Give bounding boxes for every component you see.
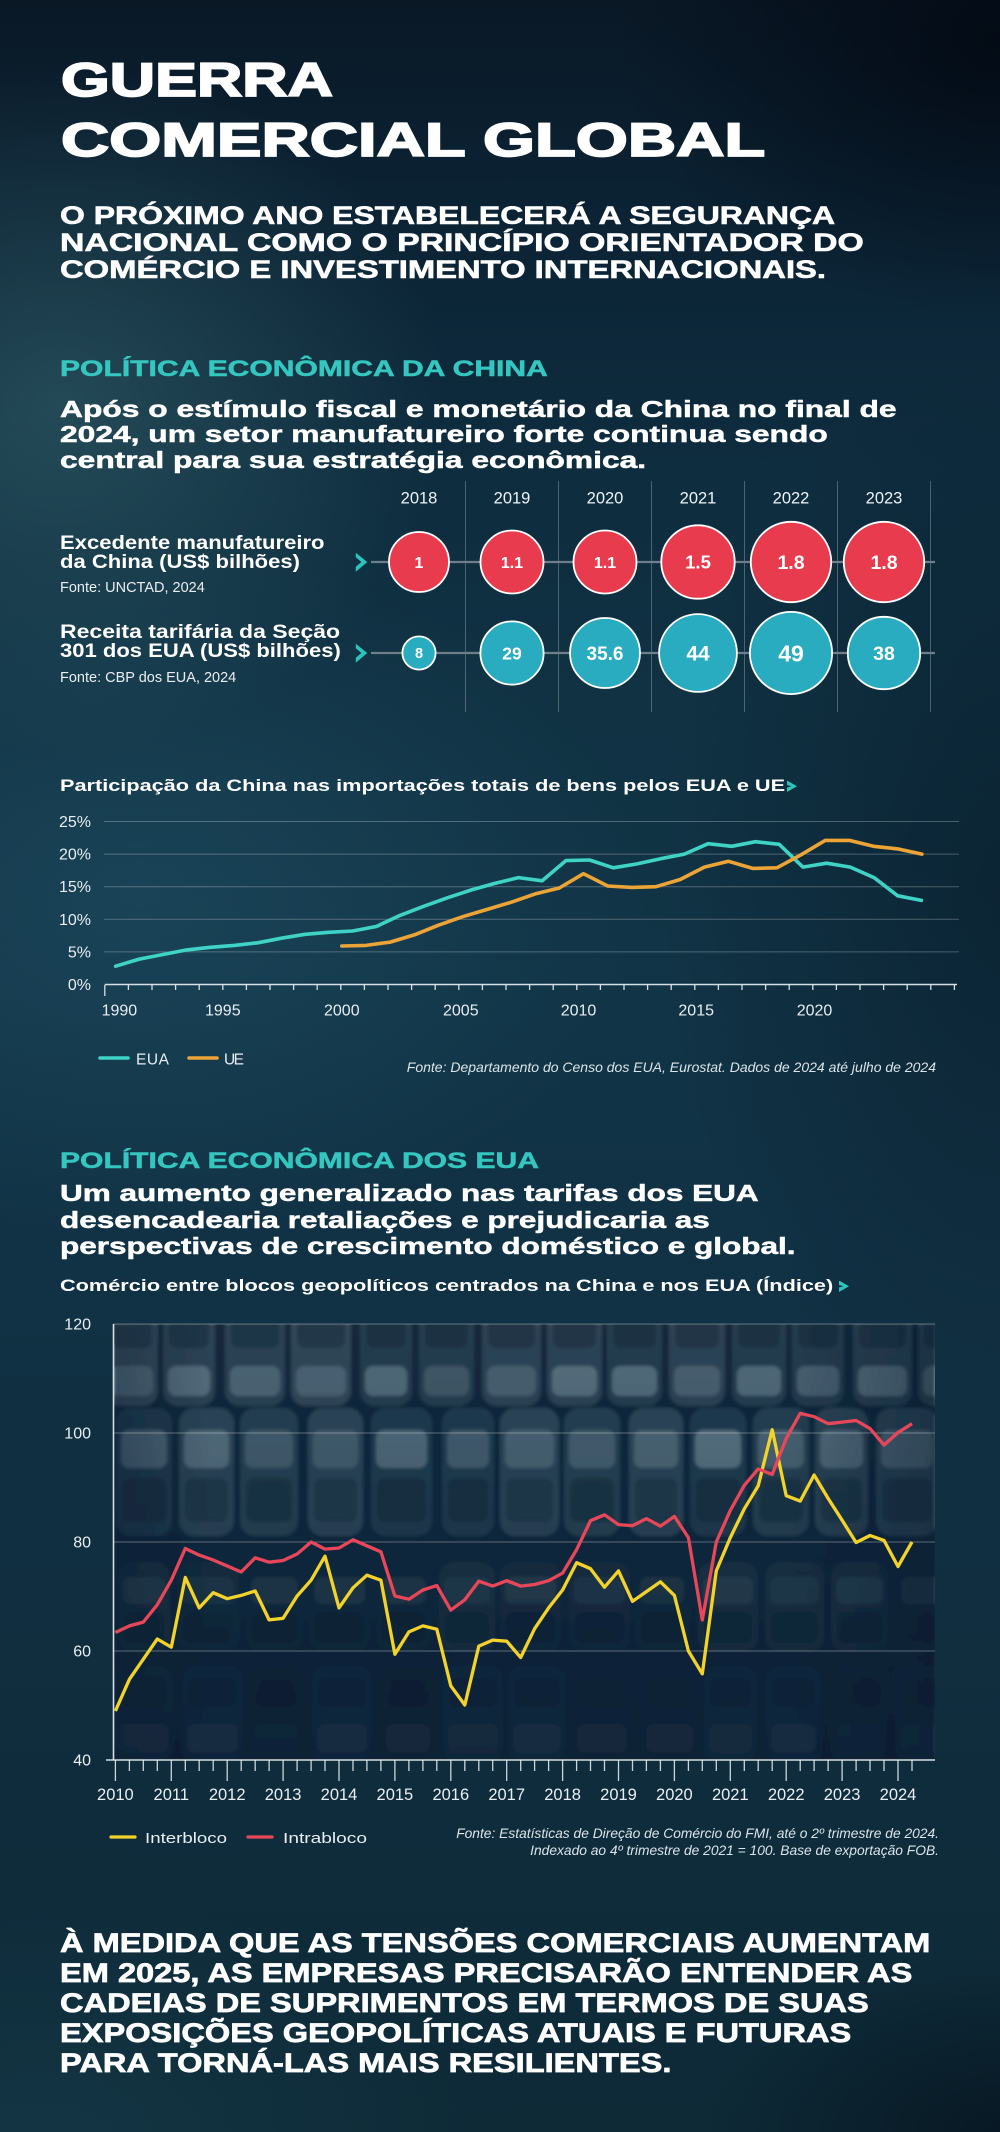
svg-text:120: 120: [64, 1317, 91, 1334]
svg-text:2020: 2020: [587, 490, 624, 508]
svg-text:2020: 2020: [656, 1786, 693, 1804]
svg-text:2011: 2011: [154, 1786, 189, 1804]
svg-text:29: 29: [502, 643, 522, 663]
svg-text:1.1: 1.1: [594, 555, 616, 572]
svg-text:49: 49: [778, 640, 804, 666]
svg-text:1.8: 1.8: [870, 552, 897, 574]
svg-text:5%: 5%: [68, 944, 91, 961]
svg-text:2023: 2023: [824, 1786, 861, 1804]
svg-text:25%: 25%: [59, 814, 91, 831]
svg-text:1990: 1990: [102, 1003, 138, 1020]
svg-text:Intrabloco: Intrabloco: [283, 1830, 367, 1847]
svg-text:44: 44: [686, 643, 710, 666]
svg-text:1.5: 1.5: [685, 552, 711, 573]
svg-text:2021: 2021: [680, 490, 717, 508]
svg-text:1.8: 1.8: [777, 552, 804, 574]
svg-text:EUA: EUA: [136, 1052, 170, 1069]
svg-text:2020: 2020: [797, 1003, 833, 1020]
svg-text:1995: 1995: [205, 1003, 241, 1020]
svg-text:1.1: 1.1: [501, 555, 523, 572]
svg-text:2024: 2024: [880, 1786, 917, 1804]
svg-text:35.6: 35.6: [587, 644, 624, 665]
svg-text:10%: 10%: [59, 912, 91, 929]
svg-text:2012: 2012: [209, 1786, 246, 1804]
svg-text:80: 80: [73, 1535, 91, 1552]
svg-text:38: 38: [873, 643, 895, 665]
svg-text:2014: 2014: [321, 1786, 358, 1804]
svg-text:2018: 2018: [544, 1786, 581, 1804]
svg-text:2015: 2015: [678, 1003, 714, 1020]
svg-text:2016: 2016: [432, 1786, 469, 1804]
svg-text:2022: 2022: [773, 490, 810, 508]
svg-text:8: 8: [415, 646, 423, 662]
svg-text:2019: 2019: [494, 490, 531, 508]
svg-text:2000: 2000: [324, 1003, 360, 1020]
svg-text:2005: 2005: [443, 1003, 479, 1020]
svg-text:2013: 2013: [265, 1786, 302, 1804]
svg-text:UE: UE: [224, 1052, 244, 1069]
svg-text:Indexado ao 4º trimestre de 20: Indexado ao 4º trimestre de 2021 = 100. …: [530, 1843, 939, 1858]
svg-text:40: 40: [73, 1753, 91, 1770]
svg-text:Fonte: Departamento do Censo d: Fonte: Departamento do Censo dos EUA, Eu…: [407, 1059, 936, 1075]
svg-text:2023: 2023: [866, 490, 903, 508]
svg-text:2021: 2021: [712, 1786, 749, 1804]
svg-text:2010: 2010: [97, 1786, 134, 1804]
svg-text:60: 60: [73, 1644, 91, 1661]
svg-text:100: 100: [64, 1426, 91, 1443]
svg-text:1: 1: [415, 555, 424, 572]
svg-text:2010: 2010: [561, 1003, 597, 1020]
svg-text:2022: 2022: [768, 1786, 805, 1804]
svg-text:15%: 15%: [59, 879, 91, 896]
svg-text:Fonte: Estatísticas de Direção: Fonte: Estatísticas de Direção de Comérc…: [456, 1826, 939, 1841]
svg-text:Interbloco: Interbloco: [145, 1830, 227, 1847]
svg-text:20%: 20%: [59, 847, 91, 864]
svg-text:2015: 2015: [377, 1786, 414, 1804]
svg-text:0%: 0%: [68, 977, 91, 994]
svg-text:2019: 2019: [600, 1786, 637, 1804]
svg-text:2017: 2017: [488, 1786, 525, 1804]
svg-text:2018: 2018: [401, 490, 438, 508]
